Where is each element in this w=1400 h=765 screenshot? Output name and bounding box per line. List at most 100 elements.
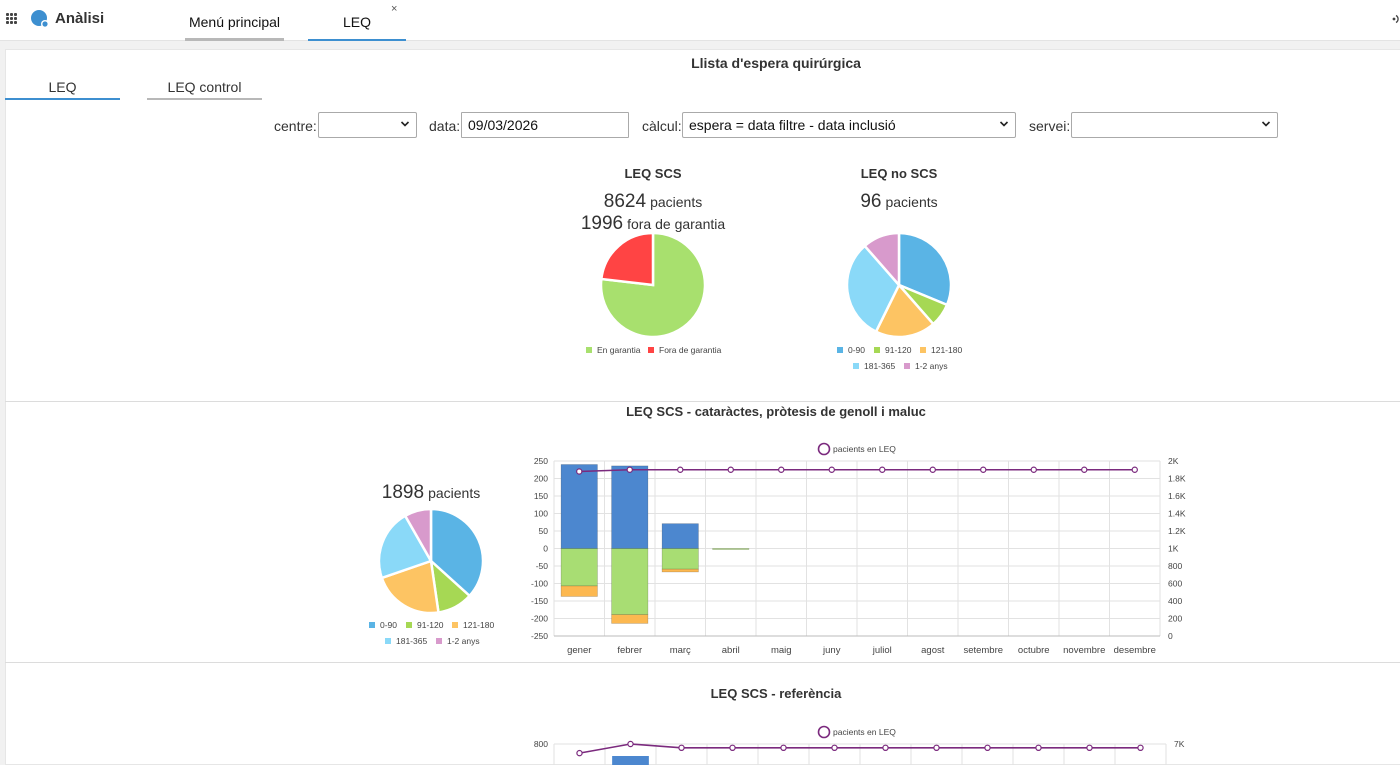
- calcul-select-value: espera = data filtre - data inclusió: [689, 117, 896, 133]
- y2-tick-label: 1.8K: [1168, 474, 1186, 484]
- bar-mar-s1: [661, 548, 699, 570]
- chevron-down-icon: [1261, 121, 1271, 127]
- legend-line-label: pacients en LEQ: [833, 444, 896, 454]
- legend-line-marker: [817, 725, 831, 739]
- line-point-maig: [780, 744, 787, 752]
- tab-leq[interactable]: LEQ: [308, 14, 406, 41]
- y2-tick-label: 1.6K: [1168, 491, 1186, 501]
- bar-mar-s2: [661, 568, 699, 573]
- cat-patients: 1898 pacients: [382, 482, 480, 503]
- bar-febrer-s0: [611, 465, 649, 549]
- y-tick-label: -200: [531, 614, 548, 624]
- bar-chart-cataractes: 250 200 150 100 50 0 -50 -100 -150 -200 -250 2K 1.8K…: [531, 442, 1186, 656]
- bar-febrer-s1: [611, 548, 649, 615]
- subtab-leq[interactable]: LEQ: [5, 79, 120, 100]
- pie-slice-181-365: [845, 244, 901, 334]
- legend-swatch-181-365: [385, 638, 391, 644]
- servei-select[interactable]: [1071, 112, 1278, 138]
- legend-label-181-365: 181-365: [396, 636, 427, 646]
- legend-swatch-0-90: [369, 622, 375, 628]
- legend-no-scs: 0-90 91-120 121-180 181-365 1-2 anys: [837, 345, 962, 371]
- date-input[interactable]: 09/03/2026: [461, 112, 629, 138]
- legend-swatch-121-180: [920, 347, 926, 353]
- y2-tick-label: 2K: [1168, 456, 1179, 466]
- y-tick-label: 100: [534, 509, 548, 519]
- noscs-patients-label: pacients: [885, 194, 937, 210]
- x-tick-label-juliol: juliol: [872, 645, 892, 656]
- line-point-gener: [576, 749, 583, 757]
- legend-label-121-180: 121-180: [463, 620, 494, 630]
- line-series: [579, 743, 1141, 754]
- y-tick-label: -50: [536, 561, 549, 571]
- y-tick-label: 0: [543, 544, 548, 554]
- line-point-mar: [678, 744, 685, 752]
- calcul-select[interactable]: espera = data filtre - data inclusió: [682, 112, 1016, 138]
- cat-patients-label: pacients: [428, 485, 480, 501]
- line-point-febrer: [626, 466, 633, 473]
- line-point-novembre: [1086, 744, 1093, 752]
- section-title-cataractes: LEQ SCS - cataràctes, pròtesis de genoll…: [626, 404, 926, 419]
- chevron-down-icon: [999, 121, 1009, 127]
- legend-label-91-120: 91-120: [417, 620, 444, 630]
- bar-gener-s0: [560, 464, 598, 549]
- cat-patients-count: 1898: [382, 482, 424, 503]
- tab-menu-principal[interactable]: Menú principal: [185, 14, 284, 41]
- line-point-novembre: [1081, 466, 1088, 473]
- x-tick-label-abril: abril: [722, 645, 740, 656]
- bar-abril-s1: [712, 548, 750, 550]
- app-title: Anàlisi: [55, 10, 105, 27]
- bar-febrer-ref: [612, 756, 649, 765]
- line-point-juny: [828, 466, 835, 473]
- y-tick-label: 200: [534, 474, 548, 484]
- bar-chart-referencia: 800 7K pacients en LEQ: [534, 725, 1185, 765]
- bar-gener-s2: [560, 585, 598, 597]
- servei-label: servei:: [1029, 118, 1071, 134]
- y2-tick-label: 1.4K: [1168, 509, 1186, 519]
- calcul-label: càlcul:: [642, 118, 682, 134]
- section-divider: [5, 401, 1400, 402]
- signal-icon[interactable]: [1390, 12, 1400, 26]
- legend-swatch-181-365: [853, 363, 859, 369]
- legend-label-en-garantia: En garantia: [597, 345, 641, 355]
- legend-swatch-en-garantia: [586, 347, 592, 353]
- subtab-leq-control[interactable]: LEQ control: [147, 79, 262, 100]
- line-point-juny: [831, 744, 838, 752]
- legend-swatch-91-120: [874, 347, 880, 353]
- scs-patients: 8624 pacients: [604, 191, 702, 212]
- legend-swatch-0-90: [837, 347, 843, 353]
- line-point-setembre: [984, 744, 991, 752]
- close-tab-icon[interactable]: ×: [391, 3, 398, 15]
- centre-select[interactable]: [318, 112, 417, 138]
- legend-label-0-90: 0-90: [380, 620, 397, 630]
- x-tick-label-febrer: febrer: [617, 645, 642, 656]
- y2-tick-label: 600: [1168, 579, 1182, 589]
- scs-title: LEQ SCS: [624, 166, 681, 181]
- noscs-title: LEQ no SCS: [861, 166, 938, 181]
- apps-grid-icon[interactable]: [6, 13, 17, 24]
- chevron-down-icon: [400, 121, 410, 127]
- legend-swatch-1-2-anys: [904, 363, 910, 369]
- line-point-agost: [933, 744, 940, 752]
- analysis-logo-icon: [31, 10, 49, 28]
- legend-swatch-1-2-anys: [436, 638, 442, 644]
- legend-label-1-2-anys: 1-2 anys: [915, 361, 948, 371]
- noscs-patients: 96 pacients: [860, 191, 937, 212]
- line-point-octubre: [1030, 466, 1037, 473]
- y2-tick-label: 0: [1168, 631, 1173, 641]
- x-tick-label-novembre: novembre: [1063, 645, 1105, 656]
- x-tick-label-maig: maig: [771, 645, 792, 656]
- pie-chart-scs: [599, 231, 707, 339]
- legend-label-0-90: 0-90: [848, 345, 865, 355]
- y2-tick-label: 7K: [1174, 739, 1185, 749]
- y-tick-label: -100: [531, 579, 548, 589]
- y-tick-label: 250: [534, 456, 548, 466]
- content-panel: [5, 49, 1400, 765]
- legend-swatch-91-120: [406, 622, 412, 628]
- page-title: Llista d'espera quirúrgica: [691, 55, 861, 71]
- line-point-octubre: [1035, 744, 1042, 752]
- pie-slice-0-90: [429, 507, 485, 598]
- scs-patients-count: 8624: [604, 191, 647, 212]
- y2-tick-label: 400: [1168, 596, 1182, 606]
- pie-slice-1-2-anys: [862, 231, 901, 289]
- x-tick-label-gener: gener: [567, 645, 591, 656]
